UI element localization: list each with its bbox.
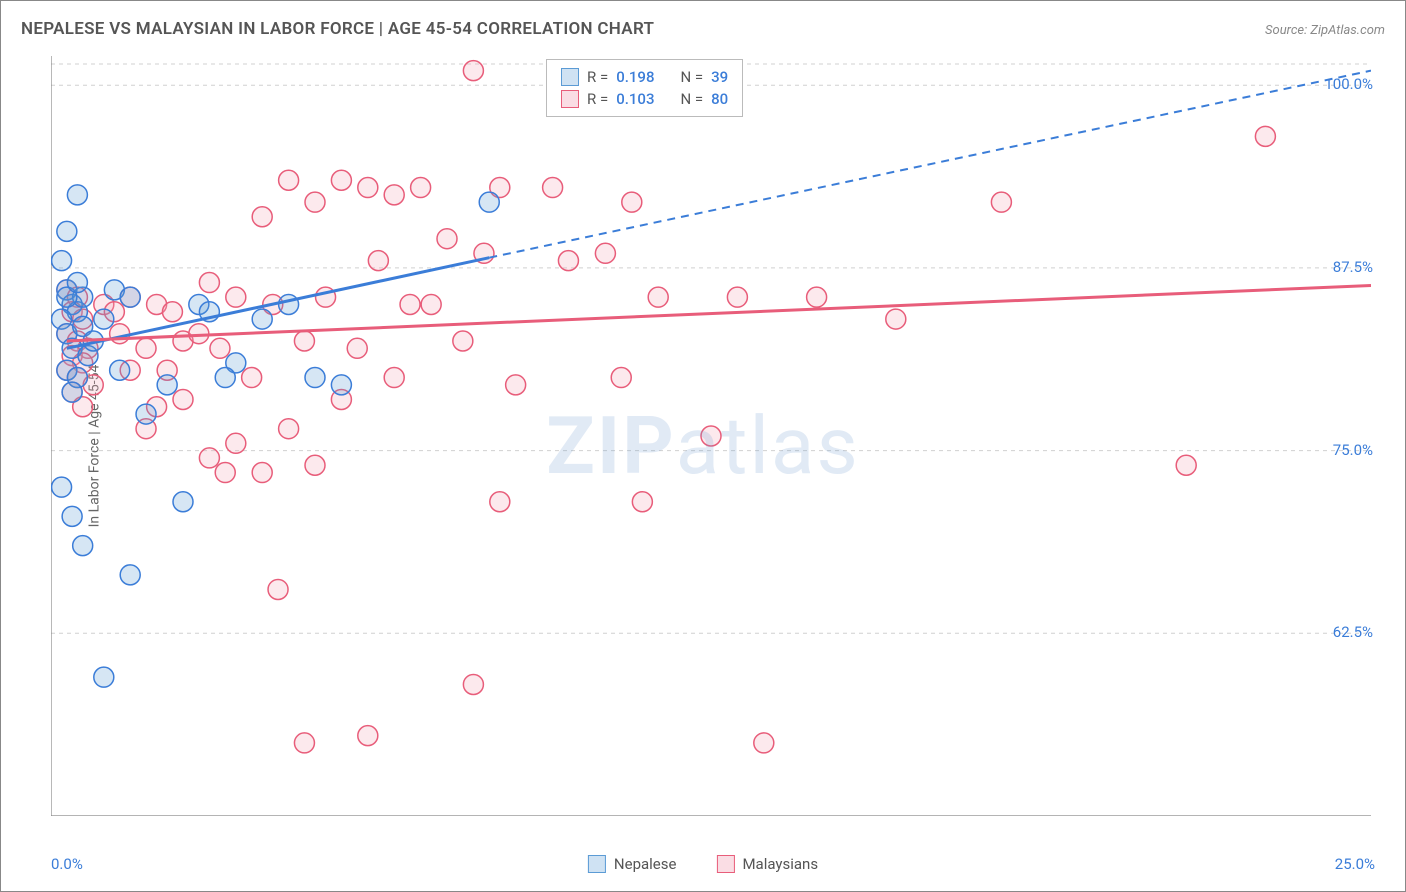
legend-item-malaysians: Malaysians	[716, 855, 818, 873]
r-value-malaysians: 0.103	[616, 90, 654, 108]
r-value-nepalese: 0.198	[616, 68, 654, 86]
r-label: R =	[587, 90, 608, 108]
legend-label-malaysians: Malaysians	[742, 855, 818, 873]
chart-container: NEPALESE VS MALAYSIAN IN LABOR FORCE | A…	[0, 0, 1406, 892]
y-tick-label: 75.0%	[1333, 441, 1373, 459]
stats-legend: R = 0.198 N = 39 R = 0.103 N = 80	[546, 59, 743, 117]
scatter-plot-svg	[51, 56, 1371, 816]
y-tick-label: 87.5%	[1333, 258, 1373, 276]
swatch-nepalese	[561, 68, 579, 86]
stats-row-nepalese: R = 0.198 N = 39	[561, 66, 728, 88]
stats-row-malaysians: R = 0.103 N = 80	[561, 88, 728, 110]
n-label: N =	[680, 68, 703, 86]
title-bar: NEPALESE VS MALAYSIAN IN LABOR FORCE | A…	[21, 19, 1385, 39]
n-label: N =	[680, 90, 703, 108]
legend-item-nepalese: Nepalese	[588, 855, 677, 873]
swatch-malaysians	[561, 90, 579, 108]
swatch-malaysians-icon	[716, 855, 734, 873]
y-tick-label: 100.0%	[1324, 75, 1373, 93]
r-label: R =	[587, 68, 608, 86]
chart-title: NEPALESE VS MALAYSIAN IN LABOR FORCE | A…	[21, 19, 654, 39]
legend-label-nepalese: Nepalese	[614, 855, 677, 873]
n-value-malaysians: 80	[711, 90, 728, 108]
plot-area	[51, 56, 1371, 816]
source-attribution: Source: ZipAtlas.com	[1265, 23, 1385, 38]
x-axis-max-label: 25.0%	[1335, 855, 1375, 873]
swatch-nepalese-icon	[588, 855, 606, 873]
bottom-legend: Nepalese Malaysians	[588, 855, 818, 873]
y-tick-label: 62.5%	[1333, 623, 1373, 641]
x-axis-min-label: 0.0%	[51, 855, 83, 873]
n-value-nepalese: 39	[711, 68, 728, 86]
